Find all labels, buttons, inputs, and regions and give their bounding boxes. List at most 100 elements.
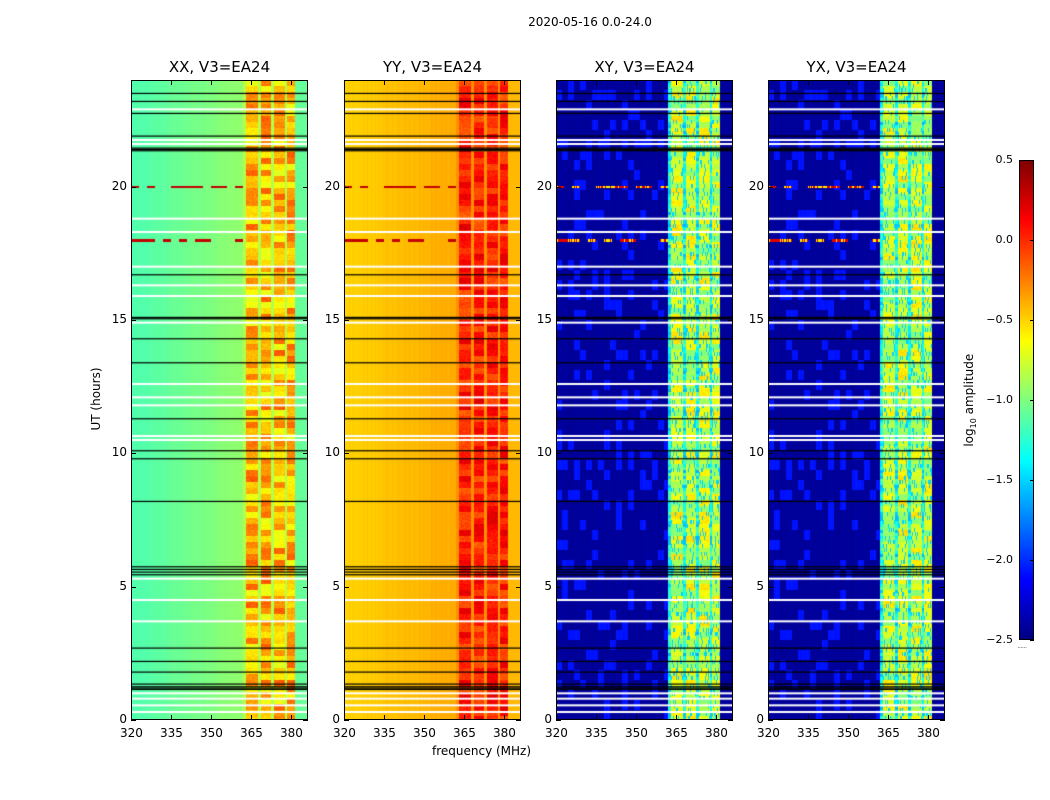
y-tick-right (940, 453, 945, 455)
y-tick-right (516, 320, 521, 321)
y-tick-right (516, 453, 521, 455)
x-tick-label: 320 (120, 726, 143, 740)
x-tick (503, 715, 505, 720)
y-axis-label: UT (hours) (89, 367, 103, 431)
x-tick (250, 715, 252, 720)
colorbar-tick-label: 0.5 (995, 153, 1014, 166)
colorbar-tick (1030, 640, 1034, 641)
x-tick-label: 380 (279, 726, 303, 740)
y-tick-label: 5 (332, 578, 340, 593)
panel-title: XX, V3=EA24 (168, 58, 271, 76)
colorbar-tick-label: 0.0 (995, 233, 1014, 246)
y-tick (768, 186, 773, 188)
colorbar-label: log10 amplitude (962, 350, 978, 450)
y-tick-label: 5 (544, 578, 552, 593)
y-tick (344, 186, 349, 188)
y-tick-right (728, 453, 733, 455)
y-tick-right (303, 453, 308, 455)
x-tick (715, 715, 717, 720)
x-tick (635, 715, 637, 720)
y-tick-label: 15 (111, 312, 127, 326)
x-tick-top (847, 80, 849, 85)
colorbar-tick (1030, 160, 1034, 161)
y-tick-right (728, 320, 733, 321)
x-tick-label: 320 (333, 726, 356, 740)
heatmap-1 (344, 80, 521, 720)
y-tick-right (516, 720, 521, 721)
y-tick-label: 20 (536, 178, 552, 193)
colorbar-dots: ...... (1017, 641, 1027, 650)
x-tick (887, 715, 889, 720)
x-tick-top (635, 80, 637, 85)
x-tick (383, 715, 385, 720)
x-tick-label: 380 (916, 726, 940, 740)
x-tick-top (423, 80, 425, 85)
y-tick (556, 586, 561, 588)
y-tick (344, 720, 349, 721)
x-tick-top (556, 80, 557, 85)
y-tick-label: 0 (756, 712, 764, 726)
y-tick-right (303, 186, 308, 188)
x-tick-label: 335 (584, 726, 608, 740)
y-tick-label: 15 (536, 312, 552, 326)
y-tick-right (940, 586, 945, 588)
x-tick (290, 715, 292, 720)
x-tick-label: 365 (239, 726, 263, 740)
x-tick-top (887, 80, 889, 85)
y-tick (344, 586, 349, 588)
x-tick-label: 365 (664, 726, 688, 740)
x-tick-label: 335 (796, 726, 820, 740)
x-tick-label: 380 (492, 726, 516, 740)
x-tick (423, 715, 425, 720)
y-tick-label: 10 (748, 445, 764, 460)
x-tick-label: 350 (836, 726, 860, 740)
y-tick-right (728, 720, 733, 721)
y-tick (131, 453, 136, 455)
y-tick-right (303, 720, 308, 721)
y-tick-label: 10 (324, 445, 340, 460)
x-tick-top (290, 80, 292, 85)
x-tick (768, 715, 769, 720)
x-tick-top (344, 80, 345, 85)
y-tick (344, 320, 349, 321)
colorbar-tick-label: −2.0 (986, 553, 1013, 566)
x-tick-top (675, 80, 677, 85)
colorbar-tick-label: −1.5 (986, 473, 1013, 486)
x-tick-label: 335 (159, 726, 183, 740)
x-tick-label: 365 (876, 726, 900, 740)
y-tick-right (516, 586, 521, 588)
figure-title: 2020-05-16 0.0-24.0 (528, 15, 652, 29)
colorbar-tick (1030, 560, 1034, 561)
y-tick-right (940, 186, 945, 188)
panel-title: YX, V3=EA24 (806, 58, 907, 76)
y-tick (556, 720, 561, 721)
x-tick (210, 715, 212, 720)
y-tick-label: 15 (748, 312, 764, 326)
colorbar-label-sub: 10 (969, 418, 979, 429)
colorbar-tick (1030, 400, 1034, 401)
y-tick (768, 320, 773, 321)
y-tick-right (728, 586, 733, 588)
y-tick (768, 720, 773, 721)
x-tick (807, 715, 809, 720)
y-tick (556, 186, 561, 188)
y-tick-right (303, 586, 308, 588)
x-tick-top (131, 80, 132, 85)
x-tick (170, 715, 172, 720)
y-tick (131, 186, 136, 188)
y-tick (556, 320, 561, 321)
x-tick-top (210, 80, 212, 85)
x-tick-top (927, 80, 929, 85)
x-axis-label: frequency (MHz) (432, 744, 532, 758)
x-tick (927, 715, 929, 720)
panel-title: XY, V3=EA24 (594, 58, 695, 76)
x-tick-label: 320 (757, 726, 780, 740)
heatmap-2 (556, 80, 733, 720)
x-tick-label: 320 (545, 726, 568, 740)
colorbar (1019, 160, 1034, 640)
y-tick (131, 720, 136, 721)
y-tick-label: 15 (324, 312, 340, 326)
x-tick-top (383, 80, 385, 85)
y-tick (131, 586, 136, 588)
x-tick (556, 715, 557, 720)
